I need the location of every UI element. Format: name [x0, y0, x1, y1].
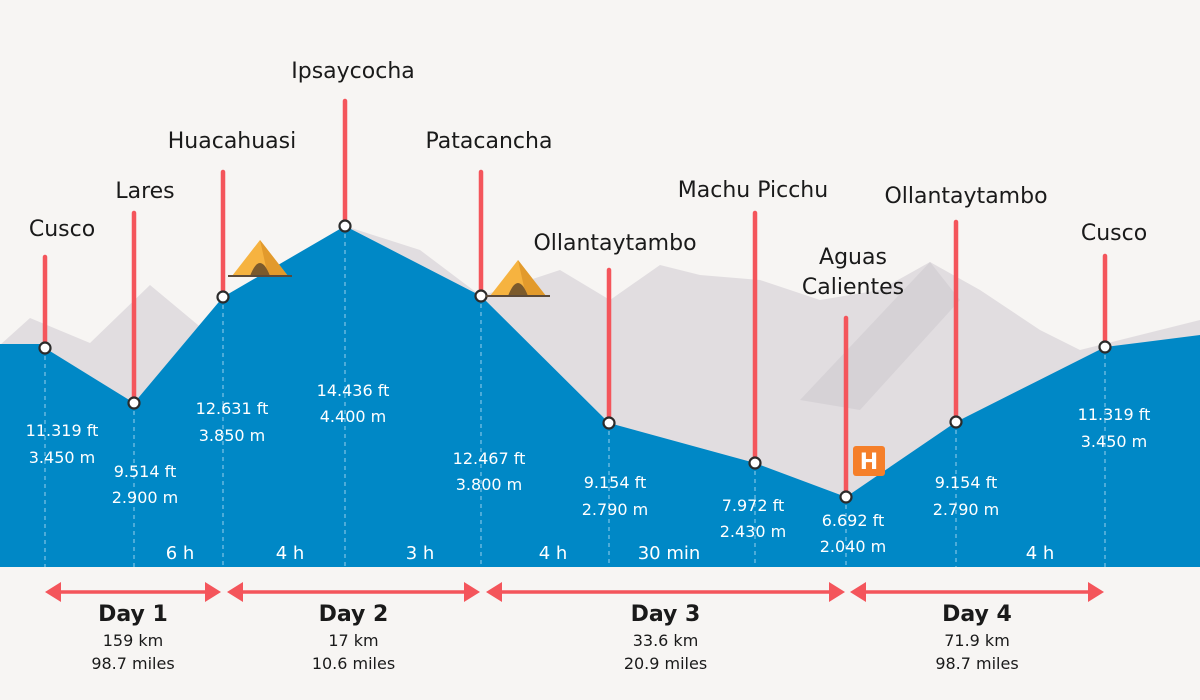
elevation-ft: 9.154 ft: [584, 473, 647, 492]
day-label: Day 1: [98, 602, 168, 627]
stop-marker: [602, 416, 616, 430]
day-arrow-head-left: [850, 582, 866, 602]
stop-marker: [338, 219, 352, 233]
day-arrow-head-right: [205, 582, 221, 602]
elevation-m: 4.400 m: [320, 407, 386, 426]
day-distance-miles: 10.6 miles: [312, 654, 395, 673]
elevation-m: 3.450 m: [29, 448, 95, 467]
leg-duration: 4 h: [1026, 543, 1055, 564]
elevation-m: 3.850 m: [199, 426, 265, 445]
tent-icon: [486, 260, 550, 297]
stop-marker: [38, 341, 52, 355]
stop-name: Cusco: [29, 217, 95, 242]
elevation-m: 3.800 m: [456, 475, 522, 494]
day-arrow-head-left: [486, 582, 502, 602]
tent-side: [518, 260, 546, 296]
day-arrow-head-right: [829, 582, 845, 602]
leg-duration: 3 h: [406, 543, 435, 564]
elevation-m: 3.450 m: [1081, 432, 1147, 451]
stop-name: Ipsaycocha: [291, 59, 415, 84]
elevation-ft: 12.631 ft: [196, 399, 269, 418]
elevation-m: 2.790 m: [582, 500, 648, 519]
elevation-ft: 9.154 ft: [935, 473, 998, 492]
elevation-ft: 7.972 ft: [722, 496, 785, 515]
stop-marker: [839, 490, 853, 504]
leg-duration: 6 h: [166, 543, 195, 564]
stop-name: Ollantaytambo: [884, 184, 1047, 209]
stop-name-line2: Calientes: [802, 275, 904, 300]
day-label: Day 2: [319, 602, 389, 627]
stop-name: Ollantaytambo: [533, 231, 696, 256]
elevation-ft: 11.319 ft: [1078, 405, 1151, 424]
day-label: Day 3: [631, 602, 701, 627]
stop-name: Huacahuasi: [168, 129, 297, 154]
stop-marker: [949, 415, 963, 429]
day-arrow-head-left: [227, 582, 243, 602]
stop-marker: [474, 289, 488, 303]
elevation-m: 2.040 m: [820, 537, 886, 556]
day-distance-km: 17 km: [328, 631, 378, 650]
elevation-ft: 6.692 ft: [822, 511, 885, 530]
day-distance-miles: 98.7 miles: [935, 654, 1018, 673]
day-distance-km: 33.6 km: [633, 631, 699, 650]
tent-door: [508, 283, 528, 296]
elevation-m: 2.430 m: [720, 522, 786, 541]
tent-icon: [228, 240, 292, 277]
leg-duration: 4 h: [276, 543, 305, 564]
day-label: Day 4: [942, 602, 1012, 627]
day-arrow-head-left: [45, 582, 61, 602]
day-distance-km: 159 km: [103, 631, 163, 650]
tent-door: [250, 263, 270, 276]
elevation-ft: 11.319 ft: [26, 421, 99, 440]
stop-name: Patacancha: [426, 129, 553, 154]
stop-name-line1: Aguas: [819, 245, 887, 270]
stop-marker: [127, 396, 141, 410]
hotel-icon: H: [853, 446, 885, 476]
mountain-shade: [800, 262, 960, 410]
elevation-area: [0, 226, 1200, 567]
stop-marker: [1098, 340, 1112, 354]
hotel-letter: H: [860, 450, 878, 475]
elevation-m: 2.900 m: [112, 488, 178, 507]
stop-marker: [748, 456, 762, 470]
stop-marker: [216, 290, 230, 304]
day-arrow-head-right: [1088, 582, 1104, 602]
leg-duration: 4 h: [539, 543, 568, 564]
stop-name: Lares: [115, 179, 174, 204]
elevation-m: 2.790 m: [933, 500, 999, 519]
stop-name: Cusco: [1081, 221, 1147, 246]
hotel-badge: [853, 446, 885, 476]
day-distance-miles: 98.7 miles: [91, 654, 174, 673]
day-distance-miles: 20.9 miles: [624, 654, 707, 673]
elevation-ft: 9.514 ft: [114, 462, 177, 481]
day-distance-km: 71.9 km: [944, 631, 1010, 650]
leg-duration: 30 min: [638, 543, 701, 564]
elevation-ft: 14.436 ft: [317, 381, 390, 400]
day-arrow-head-right: [464, 582, 480, 602]
elevation-ft: 12.467 ft: [453, 449, 526, 468]
stop-name: Machu Picchu: [678, 178, 828, 203]
tent-side: [260, 240, 288, 276]
